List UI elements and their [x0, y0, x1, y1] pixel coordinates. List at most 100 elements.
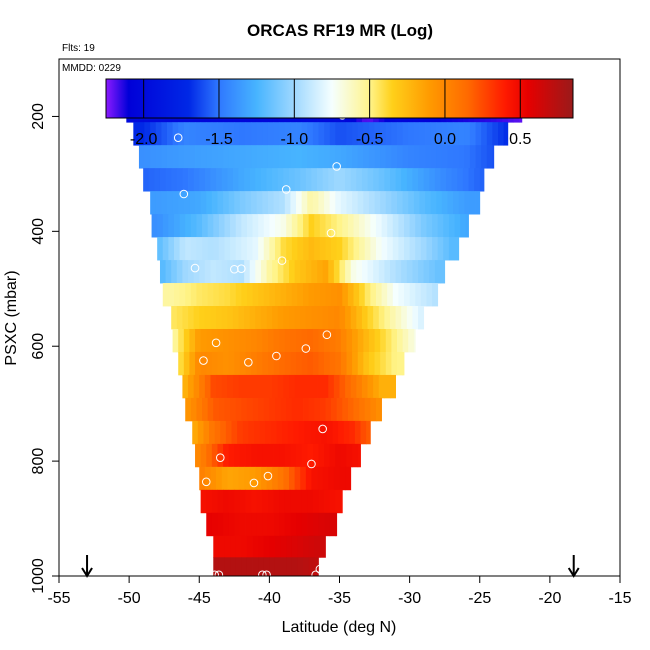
heatmap-cell — [263, 535, 270, 558]
heatmap-cell — [227, 306, 234, 330]
heatmap-cell — [277, 306, 284, 330]
heatmap-cell — [277, 374, 284, 399]
heatmap-cell — [497, 122, 504, 146]
heatmap-cell — [307, 512, 314, 537]
heatmap-cell — [408, 145, 415, 169]
heatmap-cell — [239, 489, 246, 514]
heatmap-cell — [465, 214, 469, 238]
heatmap-cell — [395, 260, 402, 284]
heatmap-cell — [256, 122, 263, 146]
heatmap-cell — [329, 512, 336, 537]
heatmap-cell — [361, 374, 368, 399]
heatmap-cell — [272, 260, 279, 284]
heatmap-cell — [286, 397, 293, 422]
heatmap-cell — [345, 466, 352, 491]
heatmap-cell — [375, 214, 382, 238]
heatmap-cell — [373, 374, 380, 399]
heatmap-cell — [437, 237, 444, 261]
heatmap-cell — [364, 283, 371, 307]
heatmap-cell — [336, 214, 343, 238]
heatmap-cell — [307, 145, 314, 169]
heatmap-cell — [401, 260, 408, 284]
heatmap-cell — [336, 237, 343, 261]
heatmap-cell — [283, 168, 290, 192]
heatmap-cell — [415, 214, 422, 238]
heatmap-cell — [346, 351, 353, 376]
heatmap-cell — [441, 191, 448, 215]
heatmap-cell — [216, 466, 223, 491]
heatmap-cell — [162, 283, 169, 307]
heatmap-cell — [220, 420, 227, 445]
heatmap-cell — [280, 397, 287, 422]
heatmap-cell — [409, 214, 416, 238]
heatmap-cell — [404, 237, 411, 261]
heatmap-cell — [211, 512, 218, 537]
heatmap-cell — [303, 557, 310, 577]
heatmap-cell — [195, 351, 202, 376]
heatmap-cell — [200, 145, 207, 169]
heatmap-cell — [178, 191, 185, 215]
heatmap-cell — [216, 168, 223, 192]
heatmap-cell — [258, 397, 265, 422]
heatmap-cell — [448, 237, 455, 261]
heatmap-cell — [189, 351, 196, 376]
heatmap-cell — [441, 122, 448, 146]
sample-point — [318, 424, 327, 434]
heatmap-cell — [206, 191, 213, 215]
heatmap-cell — [176, 168, 183, 192]
heatmap-cell — [380, 122, 387, 146]
heatmap-cell — [251, 351, 258, 376]
heatmap-cell — [408, 328, 415, 353]
heatmap-cell — [419, 145, 426, 169]
heatmap-cell — [266, 168, 273, 192]
heatmap-cell — [419, 122, 426, 146]
heatmap-cell — [318, 512, 325, 537]
heatmap-cell — [196, 214, 203, 238]
heatmap-cell — [246, 397, 253, 422]
heatmap-cell — [230, 397, 237, 422]
heatmap-cell — [381, 237, 388, 261]
heatmap-cell — [318, 351, 325, 376]
heatmap-cell — [312, 489, 319, 514]
heatmap-cell — [290, 443, 297, 468]
heatmap-cell — [221, 374, 228, 399]
heatmap-cell — [241, 397, 248, 422]
heatmap-cell — [415, 237, 422, 261]
heatmap-cell — [453, 145, 460, 169]
heatmap-cell — [216, 306, 223, 330]
heatmap-cell — [234, 145, 241, 169]
heatmap-cell — [211, 443, 218, 468]
heatmap-cell — [296, 351, 303, 376]
heatmap-cell — [256, 443, 263, 468]
heatmap-cell — [260, 374, 267, 399]
heatmap-cell — [294, 260, 301, 284]
heatmap-cell — [230, 283, 237, 307]
heatmap-cell — [228, 145, 235, 169]
heatmap-cell — [314, 214, 321, 238]
heatmap-cell — [319, 237, 326, 261]
heatmap-cell — [255, 168, 262, 192]
heatmap-cell — [413, 328, 416, 353]
heatmap-cell — [251, 328, 258, 353]
heatmap-cell — [182, 306, 189, 330]
heatmap-cell — [458, 191, 465, 215]
heatmap-cell — [267, 351, 274, 376]
heatmap-cell — [401, 306, 408, 330]
heatmap-cell — [249, 260, 256, 284]
heatmap-cell — [228, 328, 235, 353]
y-tick-label: 200 — [30, 103, 47, 130]
heatmap-cell — [279, 512, 286, 537]
heatmap-cell — [200, 328, 207, 353]
heatmap-cell — [235, 237, 242, 261]
heatmap-cell — [190, 237, 197, 261]
heatmap-cell — [436, 191, 443, 215]
heatmap-cell — [279, 443, 286, 468]
sample-point — [237, 264, 246, 273]
date-note: MMDD: 0229 — [62, 63, 121, 74]
sample-point — [322, 330, 332, 340]
heatmap-cell — [241, 214, 248, 238]
heatmap-cell — [232, 306, 239, 330]
heatmap-cell — [486, 145, 493, 169]
